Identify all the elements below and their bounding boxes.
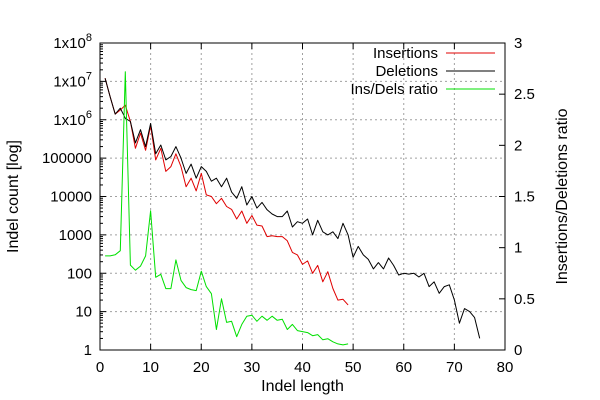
y2-tick-label: 3 — [514, 35, 522, 52]
y-tick-label: 1 — [84, 342, 92, 359]
series-line-deletions — [104, 78, 481, 339]
x-tick-label: 70 — [446, 359, 463, 376]
x-tick-label: 30 — [244, 359, 261, 376]
series-line-ins-dels-ratio — [105, 71, 349, 346]
x-tick-label: 0 — [96, 359, 104, 376]
legend-label: Ins/Dels ratio — [350, 81, 438, 98]
series-line-insertions — [104, 78, 349, 306]
x-tick-label: 10 — [142, 359, 159, 376]
y2-tick-label: 0 — [514, 342, 522, 359]
y-tick-exponent: 8 — [86, 32, 92, 44]
y2-axis-title: Insertions/Deletions ratio — [554, 108, 571, 284]
y-tick-label: 100 — [67, 265, 92, 282]
x-tick-label: 40 — [294, 359, 311, 376]
y2-tick-label: 2.5 — [514, 86, 535, 103]
y-tick-exponent: 6 — [86, 109, 92, 121]
y-tick-label: 10 — [75, 304, 92, 321]
x-tick-label: 20 — [193, 359, 210, 376]
x-tick-label: 80 — [497, 359, 514, 376]
y2-tick-label: 1.5 — [514, 189, 535, 206]
y-tick-label: 1000 — [59, 227, 92, 244]
legend-label: Deletions — [375, 63, 438, 80]
series-layer — [104, 71, 481, 346]
y-tick-label: 1x106 — [53, 109, 92, 129]
y2-tick-label: 2 — [514, 137, 522, 154]
y-tick-exponent: 7 — [86, 70, 92, 82]
y-tick-label: 10000 — [50, 189, 92, 206]
x-tick-label: 50 — [345, 359, 362, 376]
y-axis-title: Indel count [log] — [5, 140, 22, 253]
grid — [100, 43, 505, 350]
x-axis-title: Indel length — [261, 378, 344, 395]
y-tick-label: 1x107 — [53, 70, 92, 90]
y2-tick-label: 1 — [514, 240, 522, 257]
y-tick-label: 1x108 — [53, 32, 92, 52]
x-tick-label: 60 — [395, 359, 412, 376]
y2-tick-label: 0.5 — [514, 291, 535, 308]
y-tick-label: 100000 — [42, 150, 92, 167]
legend-label: Insertions — [373, 45, 438, 62]
axis-ticks: 0 10 20 30 40 50 60 70 801101001000100001000001x… — [42, 32, 535, 376]
